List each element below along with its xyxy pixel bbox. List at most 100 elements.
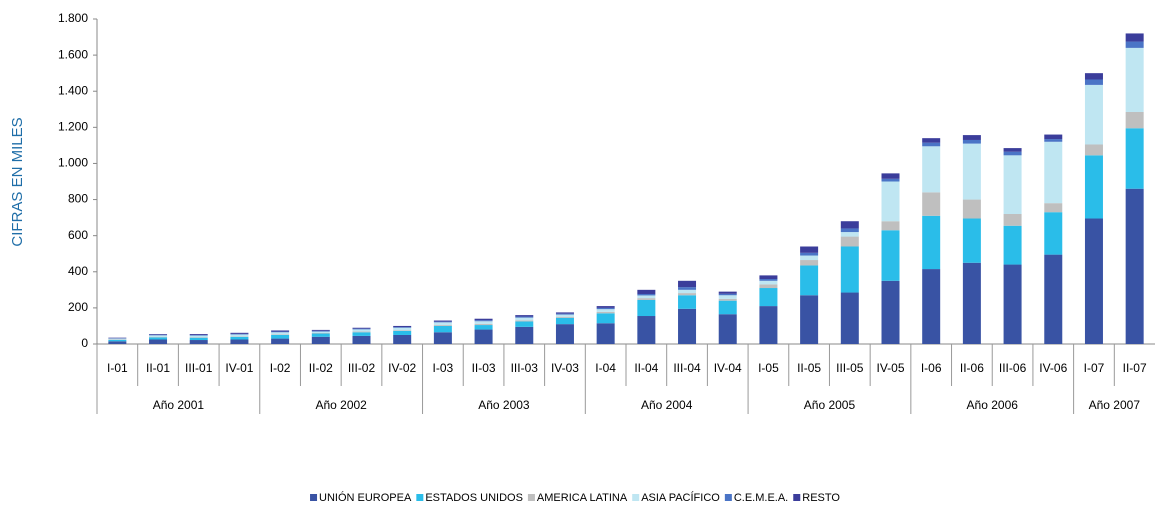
bar-segment [596, 309, 615, 312]
bar-segment [637, 299, 656, 317]
legend-swatch [793, 494, 801, 501]
bar-segment [515, 315, 534, 317]
x-tick-label: III-06 [999, 361, 1027, 375]
y-tick-label: 1.800 [58, 11, 88, 25]
bar-segment [1003, 155, 1022, 214]
bar-segment [515, 317, 534, 321]
bar-segment [759, 275, 778, 279]
bar-segment [311, 333, 330, 337]
bar-segment [678, 293, 697, 296]
x-tick-label: IV-05 [876, 361, 904, 375]
bar-segment [271, 331, 290, 333]
y-tick-label: 1.200 [58, 120, 88, 134]
bar-segment [393, 330, 412, 331]
bar-segment [1044, 212, 1063, 255]
bar-segment [1125, 128, 1144, 189]
bar-segment [352, 327, 371, 329]
bar-segment [637, 295, 656, 299]
bar-segment [718, 314, 737, 344]
bar-segment [840, 221, 859, 229]
legend-label: RESTO [802, 492, 840, 504]
group-label: Año 2002 [315, 398, 367, 412]
bar-segment [230, 334, 249, 337]
bar-segment [881, 280, 900, 344]
bar-segment [1125, 41, 1144, 48]
y-axis-label: CIFRAS EN MILES [9, 117, 26, 246]
bar-segment [1084, 79, 1103, 85]
x-tick-label: I-02 [270, 361, 291, 375]
bar-segment [1125, 111, 1144, 129]
bar-segment [1125, 188, 1144, 344]
bar-segment [393, 327, 412, 328]
bar-segment [800, 265, 819, 296]
bar-segment [1084, 84, 1103, 145]
bar-segment [1084, 144, 1103, 156]
bar-segment [637, 298, 656, 300]
bar-segment [393, 334, 412, 344]
x-tick-label: III-03 [511, 361, 539, 375]
bar-segment [271, 334, 290, 339]
bar-segment [922, 269, 941, 344]
bar-segment [108, 339, 127, 342]
bar-segment [922, 192, 941, 216]
bar-segment [271, 338, 290, 344]
x-tick-label: I-07 [1084, 361, 1105, 375]
bar-segment [1003, 214, 1022, 226]
bar-segment [840, 228, 859, 233]
bar-segment [352, 331, 371, 333]
legend-swatch [527, 494, 535, 501]
bar-segment [555, 317, 574, 325]
bar-segment [230, 339, 249, 344]
bar-segment [800, 246, 819, 253]
bar-segment [474, 318, 493, 321]
bar-segment [1084, 218, 1103, 344]
bar-segment [189, 337, 208, 341]
x-tick-label: IV-03 [551, 361, 579, 375]
bar-segment [800, 295, 819, 344]
legend-label: AMERICA LATINA [537, 492, 628, 504]
bar-segment [433, 325, 452, 326]
bar-segment [189, 334, 208, 336]
bar-segment [678, 308, 697, 344]
bar-segment [962, 143, 981, 200]
legend-swatch [310, 494, 318, 501]
bar-segment [800, 255, 819, 261]
x-tick-label: I-01 [107, 361, 128, 375]
bar-segment [352, 329, 371, 332]
bar-segment [149, 334, 168, 336]
x-tick-label: I-03 [433, 361, 454, 375]
bar-segment [555, 314, 574, 317]
bar-segment [515, 326, 534, 344]
bar-segment [759, 284, 778, 289]
bar-segment [230, 336, 249, 340]
bar-segment [637, 293, 656, 296]
bar-segment [881, 173, 900, 179]
bar-segment [311, 331, 330, 333]
bar-segment [922, 138, 941, 143]
bar-segment [433, 320, 452, 322]
bar-segment [1044, 141, 1063, 204]
bar-segment [393, 325, 412, 328]
bar-segment [108, 341, 127, 344]
legend-swatch [632, 494, 640, 501]
y-tick-label: 800 [68, 192, 88, 206]
x-tick-label: III-04 [673, 361, 701, 375]
bar-segment [1003, 148, 1022, 152]
bar-segment [189, 334, 208, 335]
y-tick-label: 1.000 [58, 156, 88, 170]
bar-segment [678, 280, 697, 288]
bar-segment [881, 221, 900, 231]
bar-segment [678, 295, 697, 309]
bar-segment [596, 313, 615, 324]
bar-segment [149, 334, 168, 335]
y-tick-label: 1.600 [58, 47, 88, 61]
y-tick-label: 200 [68, 300, 88, 314]
bar-segment [800, 252, 819, 256]
bar-segment [474, 325, 493, 330]
bar-segment [718, 291, 737, 294]
bar-segment [922, 146, 941, 193]
bar-segment [596, 307, 615, 310]
bar-segment [596, 311, 615, 314]
bar-segment [718, 293, 737, 296]
